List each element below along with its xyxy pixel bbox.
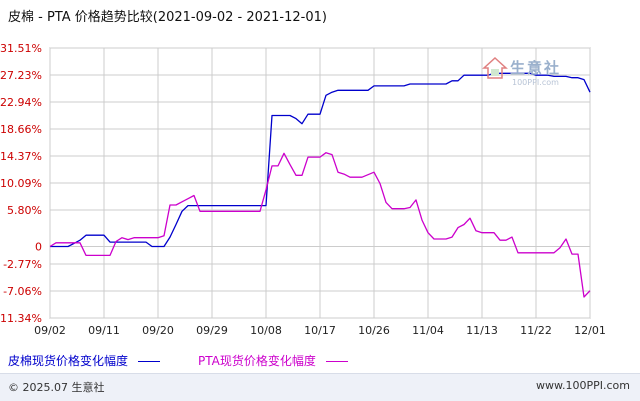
chart-grid <box>49 47 591 319</box>
footer-bar <box>0 373 640 401</box>
x-tick-label: 09/29 <box>196 324 228 337</box>
legend-swatch-series2 <box>325 361 348 362</box>
x-tick-label: 10/26 <box>358 324 390 337</box>
watermark-url: 100PPI.com <box>512 78 559 87</box>
y-tick-label: 18.66% <box>0 123 42 136</box>
y-tick-label: 5.80% <box>7 204 42 217</box>
y-tick-label: 0 <box>35 241 42 254</box>
x-tick-label: 11/04 <box>412 324 444 337</box>
y-tick-label: -2.77% <box>3 258 42 271</box>
x-tick-label: 10/17 <box>304 324 336 337</box>
x-tick-label: 12/01 <box>574 324 606 337</box>
y-tick-label: -11.34% <box>0 312 42 325</box>
chart-series <box>49 72 591 298</box>
legend-label-series1: 皮棉现货价格变化幅度 <box>8 354 129 368</box>
series-line-1 <box>50 72 591 248</box>
x-tick-label: 11/22 <box>520 324 552 337</box>
y-tick-label: 10.09% <box>0 177 42 190</box>
legend-item-series1: 皮棉现货价格变化幅度 <box>8 352 160 369</box>
footer-copyright: © 2025.07 生意社 <box>8 381 105 394</box>
x-tick-label: 11/13 <box>466 324 498 337</box>
legend-label-series2: PTA现货价格变化幅度 <box>198 354 316 368</box>
y-tick-label: 22.94% <box>0 96 42 109</box>
x-tick-label: 09/02 <box>34 324 66 337</box>
watermark-name: 生意社 <box>510 59 562 77</box>
y-tick-label: -7.06% <box>3 285 42 298</box>
x-axis-ticks: 09/02 09/11 09/20 09/29 10/08 10/17 10/26 11/04… <box>34 324 606 337</box>
chart-title: 皮棉 - PTA 价格趋势比较(2021-09-02 - 2021-12-01) <box>8 10 327 25</box>
y-tick-label: 31.51% <box>0 42 42 55</box>
y-axis-ticks: 31.51% 27.23% 22.94% 18.66% 14.37% 10.09% 5.80… <box>0 42 42 325</box>
x-tick-label: 09/20 <box>142 324 174 337</box>
house-icon <box>482 56 508 79</box>
x-tick-label: 10/08 <box>250 324 282 337</box>
footer-url[interactable]: www.100PPI.com <box>536 379 630 392</box>
watermark-logo: 生意社 100PPI.com <box>482 56 578 90</box>
y-tick-label: 14.37% <box>0 150 42 163</box>
series-line-2 <box>49 152 591 298</box>
legend-swatch-series1 <box>137 361 160 362</box>
legend-item-series2: PTA现货价格变化幅度 <box>198 352 348 369</box>
x-tick-label: 09/11 <box>88 324 120 337</box>
y-tick-label: 27.23% <box>0 69 42 82</box>
